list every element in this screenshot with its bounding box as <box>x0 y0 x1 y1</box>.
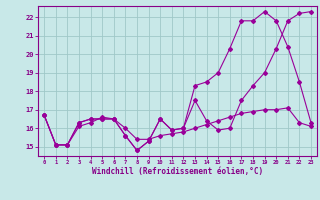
X-axis label: Windchill (Refroidissement éolien,°C): Windchill (Refroidissement éolien,°C) <box>92 167 263 176</box>
